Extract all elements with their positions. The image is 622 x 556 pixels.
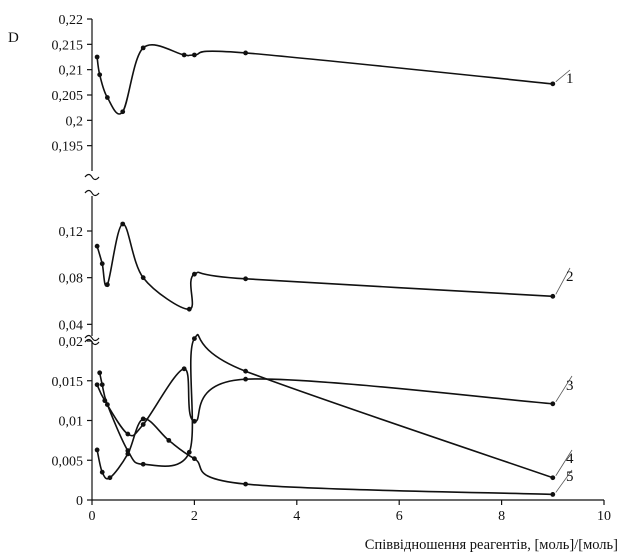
data-point-2	[550, 293, 556, 299]
axis-break-mark	[84, 338, 100, 346]
data-point-2	[243, 276, 249, 282]
data-point-4	[186, 449, 192, 455]
data-point-1	[192, 52, 197, 58]
series-label-1: 1	[566, 71, 574, 87]
data-point-1	[97, 72, 103, 78]
data-point-4	[550, 475, 556, 481]
data-point-5	[243, 481, 249, 487]
x-tick-label: 0	[89, 509, 96, 524]
axis-break-mark	[84, 189, 100, 197]
y-tick-label: 0,04	[59, 318, 84, 333]
y-tick-label: 0,02	[59, 335, 84, 350]
data-point-1	[104, 95, 110, 100]
data-point-5	[166, 437, 172, 443]
data-point-4	[104, 402, 110, 407]
data-point-5	[99, 469, 105, 475]
y-tick-label: 0,015	[52, 375, 84, 390]
series-line-1	[96, 44, 554, 115]
series-label-leader	[555, 69, 571, 83]
x-tick-label: 10	[597, 509, 611, 524]
data-point-4	[243, 368, 249, 374]
data-point-1	[243, 50, 249, 56]
series-label-5: 5	[566, 469, 574, 485]
series-line-3	[96, 367, 554, 437]
y-tick-label: 0,22	[59, 13, 84, 28]
data-point-2	[140, 275, 146, 281]
data-point-2	[104, 282, 110, 288]
data-point-2	[186, 306, 192, 312]
series-3: 3	[94, 366, 574, 437]
data-point-4	[99, 382, 105, 388]
data-point-2	[120, 221, 126, 227]
x-axis-label: Співвідношення реагентів, [моль]/[моль]	[365, 537, 618, 553]
x-tick-label: 4	[293, 509, 300, 524]
y-tick-label: 0,195	[52, 140, 84, 155]
series-2: 2	[94, 221, 574, 312]
y-tick-label: 0,005	[52, 454, 84, 469]
data-point-3	[94, 382, 100, 388]
data-point-2	[192, 271, 197, 277]
axis-break-mark	[84, 173, 100, 181]
x-tick-label: 8	[498, 509, 505, 524]
data-point-3	[192, 418, 197, 424]
series-4: 4	[97, 333, 574, 481]
series-label-leader	[555, 449, 573, 476]
data-point-3	[243, 376, 249, 382]
series-label-leader	[555, 469, 573, 493]
series-line-2	[96, 223, 554, 310]
data-point-3	[181, 366, 187, 372]
data-point-5	[125, 451, 131, 457]
data-point-3	[125, 431, 131, 437]
x-tick-label: 6	[396, 509, 403, 524]
data-point-4	[192, 336, 197, 342]
series-label-2: 2	[566, 269, 574, 285]
series-line-5	[96, 418, 554, 496]
y-tick-label: 0,205	[52, 89, 84, 104]
data-point-4	[97, 370, 103, 376]
data-point-1	[94, 54, 100, 60]
data-point-2	[94, 243, 100, 249]
data-point-4	[140, 461, 146, 467]
data-point-5	[550, 492, 556, 497]
y-tick-label: 0,21	[59, 64, 84, 79]
series-5: 5	[94, 416, 574, 497]
y-tick-label: 0,2	[66, 114, 84, 129]
series-1: 1	[94, 44, 574, 115]
y-tick-label: 0,01	[59, 415, 84, 430]
series-label-leader	[555, 267, 571, 295]
series-label-3: 3	[566, 378, 574, 394]
data-point-1	[140, 45, 146, 51]
data-point-1	[550, 81, 556, 87]
data-point-5	[107, 475, 113, 481]
data-point-1	[120, 109, 126, 115]
series-label-leader	[555, 375, 573, 403]
series-label-4: 4	[566, 451, 574, 467]
data-point-5	[94, 447, 100, 453]
y-tick-label: 0	[76, 494, 83, 509]
x-tick-label: 2	[191, 509, 198, 524]
data-point-5	[192, 456, 197, 462]
data-point-3	[140, 422, 146, 427]
axis-break-mark	[84, 334, 100, 342]
data-point-1	[181, 52, 187, 58]
data-point-2	[99, 261, 105, 267]
y-tick-label: 0,08	[59, 272, 84, 287]
y-axis-label: D	[8, 30, 19, 46]
data-point-3	[550, 401, 556, 407]
y-tick-label: 0,215	[52, 38, 84, 53]
y-tick-label: 0,12	[59, 225, 84, 240]
series-line-4	[98, 333, 554, 479]
data-point-5	[140, 416, 146, 422]
